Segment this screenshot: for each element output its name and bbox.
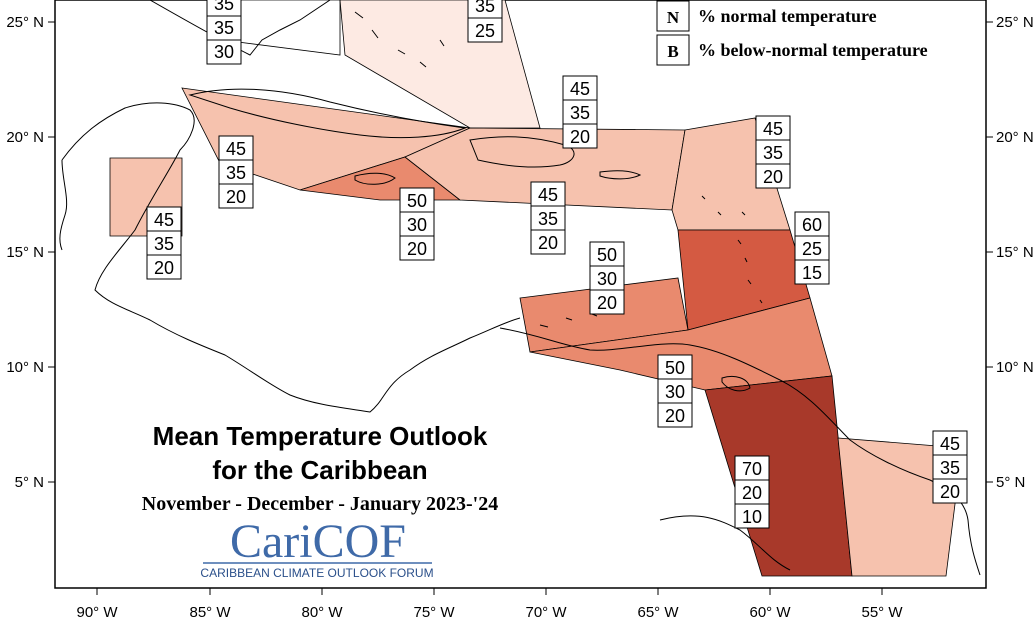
prob-value: 20 [763, 167, 783, 187]
x-tick-label: 60° W [749, 604, 791, 621]
x-tick-label: 75° W [413, 604, 455, 621]
map-period: November - December - January 2023-'24 [142, 493, 498, 515]
y-tick-label: 20° N [6, 129, 44, 146]
prob-box-guyana: 70 20 10 [734, 455, 770, 529]
prob-value: 20 [665, 406, 685, 426]
axis-ticks [48, 21, 993, 595]
prob-box-suriname: 45 35 20 [932, 430, 968, 504]
prob-value: 20 [154, 258, 174, 278]
legend-key-below: B [667, 42, 678, 61]
region-suriname [837, 437, 963, 577]
map-title-line2: for the Caribbean [212, 455, 427, 485]
caricof-logo-subtitle: CARIBBEAN CLIMATE OUTLOOK FORUM [200, 566, 433, 580]
prob-value: 35 [940, 458, 960, 478]
prob-box-windward: 60 25 15 [794, 211, 830, 285]
y-tick-label: 10° N [996, 359, 1034, 376]
y-axis-labels-right: 25° N 20° N 15° N 10° N 5° N [996, 14, 1034, 491]
prob-value: 35 [570, 103, 590, 123]
legend-key-box [656, 0, 690, 32]
prob-box-hispaniola: 45 35 20 [530, 181, 566, 255]
prob-box-belize: 45 35 20 [146, 206, 182, 280]
prob-box-bahamas-north: 35 35 30 [206, 0, 242, 65]
prob-value: 20 [407, 239, 427, 259]
prob-value: 45 [763, 119, 783, 139]
caricof-logo: CariCOF [230, 515, 406, 568]
y-tick-label: 25° N [6, 14, 44, 31]
legend-text-below: % below-normal temperature [698, 40, 928, 60]
map-title-line1: Mean Temperature Outlook [153, 421, 488, 451]
prob-value: 45 [570, 79, 590, 99]
prob-value: 45 [154, 210, 174, 230]
prob-value: 20 [538, 233, 558, 253]
prob-value: 25 [475, 21, 495, 41]
prob-value: 35 [763, 143, 783, 163]
prob-value: 50 [665, 358, 685, 378]
y-tick-label: 5° N [996, 474, 1025, 491]
prob-value: 45 [940, 434, 960, 454]
y-axis-labels-left: 25° N 20° N 15° N 10° N 5° N [6, 14, 44, 491]
x-tick-label: 90° W [76, 604, 118, 621]
x-tick-label: 85° W [189, 604, 231, 621]
prob-value: 35 [214, 18, 234, 38]
prob-value: 30 [597, 269, 617, 289]
prob-value: 35 [226, 163, 246, 183]
x-axis-labels: 90° W 85° W 80° W 75° W 70° W 65° W 60° … [76, 604, 903, 621]
title-block: Mean Temperature Outlook for the Caribbe… [142, 421, 498, 580]
prob-box-cuba: 45 35 20 [218, 135, 254, 209]
legend-text-normal: % normal temperature [698, 6, 877, 26]
prob-value: 10 [742, 507, 762, 527]
prob-value: 45 [226, 139, 246, 159]
prob-value: 35 [214, 0, 234, 14]
prob-value: 15 [802, 263, 822, 283]
prob-value: 35 [538, 209, 558, 229]
x-tick-label: 70° W [525, 604, 567, 621]
prob-box-leeward: 45 35 20 [755, 115, 791, 189]
prob-value: 20 [597, 293, 617, 313]
legend: N % normal temperature B % below-normal … [656, 0, 928, 66]
prob-value: 30 [665, 382, 685, 402]
y-tick-label: 15° N [996, 244, 1034, 261]
prob-value: 20 [940, 482, 960, 502]
x-tick-label: 80° W [301, 604, 343, 621]
x-tick-label: 65° W [637, 604, 679, 621]
prob-value: 50 [597, 245, 617, 265]
prob-value: 25 [802, 239, 822, 259]
probability-boxes: 35 35 30 35 25 45 35 20 45 35 20 [146, 0, 968, 529]
prob-value: 70 [742, 459, 762, 479]
prob-value: 30 [407, 215, 427, 235]
prob-value: 20 [570, 127, 590, 147]
prob-value: 50 [407, 191, 427, 211]
prob-box-abc: 50 30 20 [589, 241, 625, 315]
y-tick-label: 10° N [6, 359, 44, 376]
x-tick-label: 55° W [861, 604, 903, 621]
y-tick-label: 25° N [996, 14, 1034, 31]
prob-box-bahamas-east: 35 25 [467, 0, 503, 43]
prob-box-jamaica: 50 30 20 [399, 187, 435, 261]
prob-value: 20 [742, 483, 762, 503]
prob-box-trinidad: 50 30 20 [657, 354, 693, 428]
prob-value: 45 [538, 185, 558, 205]
legend-key-normal: N [667, 8, 680, 27]
prob-value: 35 [475, 0, 495, 16]
prob-value: 20 [226, 187, 246, 207]
y-tick-label: 20° N [996, 129, 1034, 146]
y-tick-label: 15° N [6, 244, 44, 261]
legend-key-box [656, 34, 690, 66]
prob-value: 60 [802, 215, 822, 235]
prob-value: 30 [214, 42, 234, 62]
prob-box-turks-caicos: 45 35 20 [562, 75, 598, 149]
y-tick-label: 5° N [15, 474, 44, 491]
prob-value: 35 [154, 234, 174, 254]
